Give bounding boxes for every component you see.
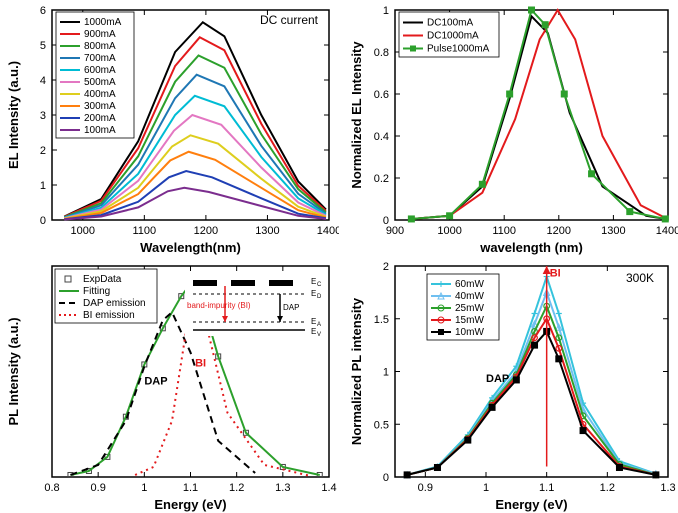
svg-text:DC1000mA: DC1000mA — [427, 31, 479, 42]
svg-text:0.6: 0.6 — [374, 89, 389, 101]
svg-text:0.5: 0.5 — [374, 419, 389, 431]
svg-text:V: V — [317, 332, 321, 338]
svg-text:6: 6 — [40, 5, 46, 17]
svg-text:wavelength (nm): wavelength (nm) — [479, 240, 583, 255]
svg-text:5: 5 — [40, 40, 46, 52]
svg-text:1: 1 — [141, 482, 147, 494]
svg-text:0: 0 — [383, 472, 389, 484]
svg-text:0.9: 0.9 — [91, 482, 106, 494]
svg-text:BI emission: BI emission — [83, 310, 135, 321]
svg-text:1.4: 1.4 — [321, 482, 336, 494]
svg-text:25mW: 25mW — [455, 303, 484, 314]
svg-text:band-impurity (BI): band-impurity (BI) — [187, 301, 251, 310]
svg-text:10mW: 10mW — [455, 327, 484, 338]
svg-text:1: 1 — [383, 367, 389, 379]
panel-c: 0.8 0.9 1 1.1 1.2 1.3 1.4 Energy (eV) PL Intensi… — [0, 256, 339, 513]
svg-text:300mA: 300mA — [84, 101, 116, 112]
svg-text:1: 1 — [483, 482, 489, 494]
svg-text:1300: 1300 — [255, 225, 279, 237]
svg-text:E: E — [311, 317, 316, 326]
svg-text:0.4: 0.4 — [374, 131, 389, 143]
svg-text:40mW: 40mW — [455, 291, 484, 302]
figure-grid: 100011001200130014000123456Wavelength(nm… — [0, 0, 678, 513]
svg-text:C: C — [317, 282, 322, 288]
svg-text:DAP: DAP — [283, 303, 299, 312]
svg-text:1100: 1100 — [133, 225, 157, 237]
svg-text:A: A — [317, 322, 321, 328]
svg-text:2: 2 — [40, 145, 46, 157]
svg-text:EL Intensity (a.u.): EL Intensity (a.u.) — [6, 61, 21, 169]
panel-d-svg: 0.9 1 1.1 1.2 1.3 0 0.5 1 1.5 2 Energy (eV) Normali… — [339, 256, 678, 513]
svg-text:DAP: DAP — [486, 373, 509, 385]
svg-text:Pulse1000mA: Pulse1000mA — [427, 44, 490, 55]
svg-text:1.2: 1.2 — [600, 482, 615, 494]
svg-text:Energy (eV): Energy (eV) — [495, 497, 567, 512]
svg-text:BI: BI — [550, 268, 561, 280]
panel-b-axes: 9001000110012001300140000.20.40.60.81wav… — [349, 5, 678, 255]
svg-text:100mA: 100mA — [84, 125, 116, 136]
svg-text:1.3: 1.3 — [275, 482, 290, 494]
svg-text:DAP: DAP — [144, 376, 167, 388]
panel-a-axes: 1000 1100 1200 1300 1400 0 1 2 3 4 5 6 Wavelength(nm… — [6, 5, 339, 255]
svg-text:1400: 1400 — [656, 225, 678, 237]
panel-d-axes: 0.9 1 1.1 1.2 1.3 0 0.5 1 1.5 2 Energy (eV) Normali… — [349, 261, 676, 512]
svg-text:60mW: 60mW — [455, 279, 484, 290]
svg-text:Fitting: Fitting — [83, 286, 110, 297]
panel-d: 0.9 1 1.1 1.2 1.3 0 0.5 1 1.5 2 Energy (eV) Normali… — [339, 256, 678, 513]
svg-text:E: E — [311, 327, 316, 336]
svg-text:1200: 1200 — [194, 225, 218, 237]
panel-a: 1000 1100 1200 1300 1400 0 1 2 3 4 5 6 Wavelength(nm… — [0, 0, 339, 256]
svg-text:1000mA: 1000mA — [84, 17, 122, 28]
panel-c-axes: 0.8 0.9 1 1.1 1.2 1.3 1.4 Energy (eV) PL Intensi… — [6, 266, 337, 512]
svg-text:1200: 1200 — [547, 225, 571, 237]
svg-text:1300: 1300 — [601, 225, 625, 237]
svg-text:400mA: 400mA — [84, 89, 116, 100]
svg-text:0: 0 — [40, 215, 46, 227]
panel-b-svg: 9001000110012001300140000.20.40.60.81wav… — [339, 0, 678, 256]
svg-text:0: 0 — [383, 215, 389, 227]
svg-text:1.2: 1.2 — [229, 482, 244, 494]
svg-text:DAP emission: DAP emission — [83, 298, 146, 309]
panel-a-svg: 1000 1100 1200 1300 1400 0 1 2 3 4 5 6 Wavelength(nm… — [0, 0, 339, 256]
svg-text:1: 1 — [383, 5, 389, 17]
svg-text:1.5: 1.5 — [374, 314, 389, 326]
svg-text:Wavelength(nm): Wavelength(nm) — [140, 240, 241, 255]
svg-text:E: E — [311, 277, 316, 286]
svg-text:Energy (eV): Energy (eV) — [154, 497, 226, 512]
svg-text:200mA: 200mA — [84, 113, 116, 124]
svg-text:4: 4 — [40, 75, 46, 87]
svg-text:0.8: 0.8 — [374, 47, 389, 59]
svg-text:DC100mA: DC100mA — [427, 18, 473, 29]
svg-text:BI: BI — [195, 357, 206, 369]
svg-text:15mW: 15mW — [455, 315, 484, 326]
panel-b: 9001000110012001300140000.20.40.60.81wav… — [339, 0, 678, 256]
svg-text:E: E — [311, 289, 316, 298]
panel-c-svg: 0.8 0.9 1 1.1 1.2 1.3 1.4 Energy (eV) PL Intensi… — [0, 256, 339, 513]
svg-text:1000: 1000 — [71, 225, 95, 237]
svg-text:900mA: 900mA — [84, 29, 116, 40]
svg-text:0.8: 0.8 — [44, 482, 59, 494]
svg-text:700mA: 700mA — [84, 53, 116, 64]
svg-text:DC current: DC current — [260, 13, 319, 27]
svg-text:1.1: 1.1 — [539, 482, 554, 494]
svg-text:3: 3 — [40, 110, 46, 122]
svg-text:800mA: 800mA — [84, 41, 116, 52]
svg-text:ExpData: ExpData — [83, 274, 122, 285]
svg-text:Normalized PL intensity: Normalized PL intensity — [349, 297, 364, 445]
svg-text:600mA: 600mA — [84, 65, 116, 76]
svg-text:500mA: 500mA — [84, 77, 116, 88]
svg-text:1000: 1000 — [437, 225, 461, 237]
svg-text:0.9: 0.9 — [418, 482, 433, 494]
svg-text:2: 2 — [383, 261, 389, 273]
svg-text:Normalized EL Intensity: Normalized EL Intensity — [349, 41, 364, 189]
svg-text:PL Intensity (a.u.): PL Intensity (a.u.) — [6, 317, 21, 425]
svg-text:0.2: 0.2 — [374, 173, 389, 185]
svg-text:1400: 1400 — [317, 225, 339, 237]
svg-text:1: 1 — [40, 180, 46, 192]
svg-text:300K: 300K — [626, 271, 654, 285]
svg-text:1100: 1100 — [492, 225, 516, 237]
svg-text:1.3: 1.3 — [660, 482, 675, 494]
svg-text:D: D — [317, 294, 322, 300]
svg-text:1.1: 1.1 — [183, 482, 198, 494]
